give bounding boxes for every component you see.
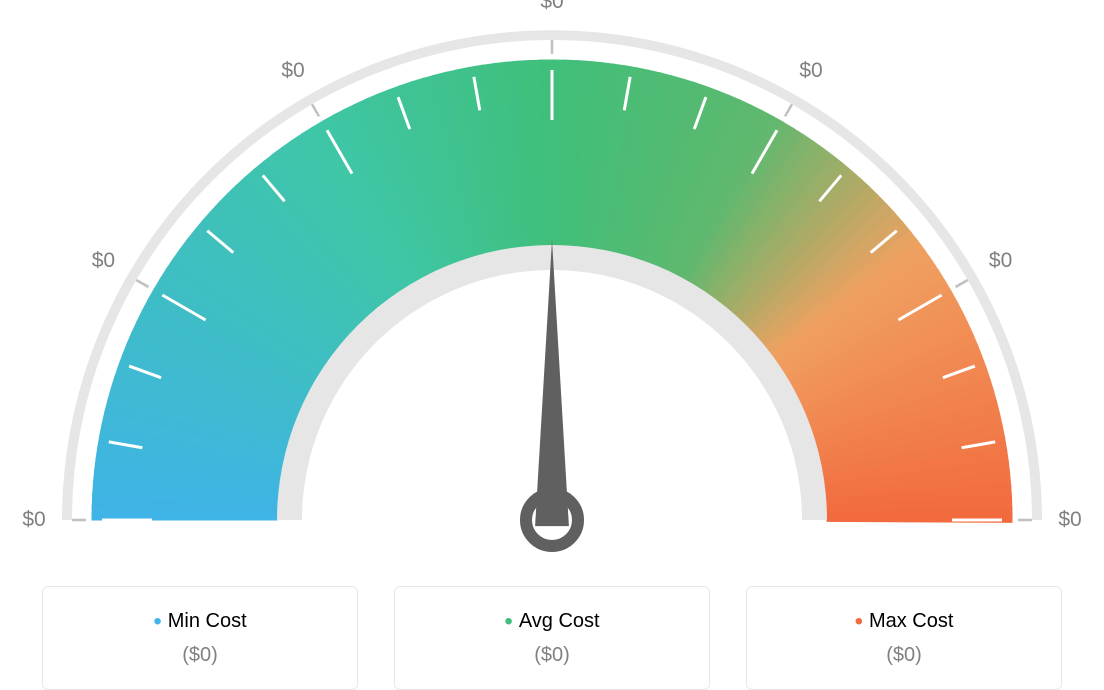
legend-value-avg: ($0) — [534, 644, 570, 667]
gauge-tick-label: $0 — [989, 249, 1012, 273]
legend-label: Avg Cost — [519, 610, 600, 633]
cost-gauge-widget: $0 $0 $0 $0 $0 $0 $0 • Min Cost ($0) • Avg Cos… — [0, 0, 1104, 690]
gauge-tick-label: $0 — [540, 0, 563, 14]
legend-value-max: ($0) — [886, 644, 922, 667]
bullet-icon: • — [153, 610, 161, 634]
gauge-tick-label: $0 — [92, 249, 115, 273]
legend-title-max: • Max Cost — [855, 610, 954, 634]
gauge-tick-label: $0 — [1058, 508, 1081, 532]
gauge-chart: $0 $0 $0 $0 $0 $0 $0 — [0, 0, 1104, 570]
legend-label: Min Cost — [168, 610, 247, 633]
bullet-icon: • — [855, 610, 863, 634]
legend-title-avg: • Avg Cost — [504, 610, 599, 634]
legend-card-max: • Max Cost ($0) — [746, 586, 1062, 690]
legend-row: • Min Cost ($0) • Avg Cost ($0) • Max Co… — [0, 586, 1104, 690]
gauge-tick-label: $0 — [281, 59, 304, 83]
legend-card-min: • Min Cost ($0) — [42, 586, 358, 690]
legend-value-min: ($0) — [182, 644, 218, 667]
legend-title-min: • Min Cost — [153, 610, 246, 634]
legend-card-avg: • Avg Cost ($0) — [394, 586, 710, 690]
gauge-tick-label: $0 — [22, 508, 45, 532]
bullet-icon: • — [504, 610, 512, 634]
legend-label: Max Cost — [869, 610, 953, 633]
gauge-tick-label: $0 — [799, 59, 822, 83]
